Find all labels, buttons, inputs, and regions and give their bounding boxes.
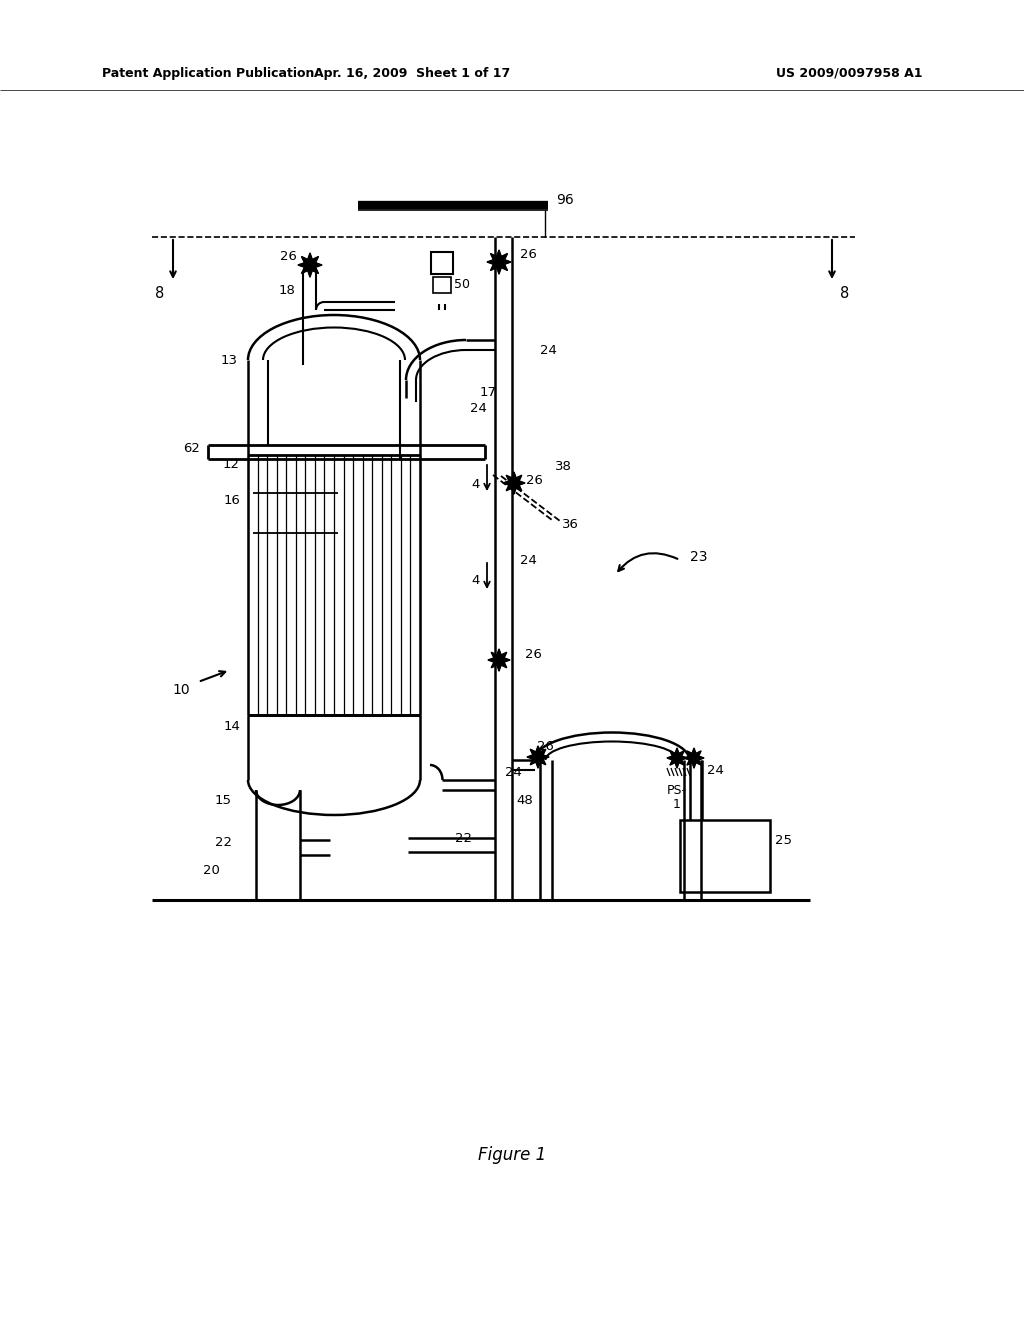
Text: 22: 22 (215, 836, 232, 849)
Text: 24: 24 (540, 343, 557, 356)
Text: PS-: PS- (667, 784, 687, 796)
Text: 24: 24 (707, 763, 724, 776)
Text: Patent Application Publication: Patent Application Publication (102, 66, 314, 79)
Text: 10: 10 (172, 682, 190, 697)
Text: 26: 26 (526, 474, 543, 487)
Text: 23: 23 (690, 550, 708, 564)
Text: 24: 24 (520, 553, 537, 566)
Text: 38: 38 (555, 461, 571, 474)
Text: Apr. 16, 2009  Sheet 1 of 17: Apr. 16, 2009 Sheet 1 of 17 (314, 66, 510, 79)
Polygon shape (527, 746, 549, 768)
Bar (431, 252, 453, 275)
Text: 50: 50 (454, 277, 470, 290)
Text: 22: 22 (456, 832, 472, 845)
Polygon shape (503, 473, 525, 494)
Text: 13: 13 (221, 354, 238, 367)
Text: 20: 20 (203, 863, 220, 876)
Polygon shape (487, 249, 511, 275)
Text: 26: 26 (520, 248, 537, 261)
Text: 14: 14 (223, 721, 240, 734)
Polygon shape (488, 649, 510, 671)
Text: 24: 24 (505, 767, 522, 780)
Text: 24: 24 (470, 401, 486, 414)
Text: 16: 16 (223, 494, 240, 507)
Text: 1: 1 (673, 797, 681, 810)
Text: 12: 12 (223, 458, 240, 471)
Text: 26: 26 (525, 648, 542, 661)
Text: 48: 48 (517, 793, 534, 807)
Text: 18: 18 (279, 285, 295, 297)
Text: 17: 17 (480, 387, 497, 400)
Text: 62: 62 (183, 441, 200, 454)
Text: 26: 26 (281, 249, 297, 263)
Polygon shape (667, 748, 687, 768)
Text: 26: 26 (537, 741, 553, 754)
Text: Figure 1: Figure 1 (478, 1146, 546, 1164)
Text: 96: 96 (556, 193, 573, 207)
Text: US 2009/0097958 A1: US 2009/0097958 A1 (775, 66, 922, 79)
Polygon shape (298, 253, 322, 277)
Bar (433, 277, 451, 293)
Text: 8: 8 (156, 286, 165, 301)
Polygon shape (684, 748, 705, 768)
Text: 4: 4 (472, 479, 480, 491)
Text: 4: 4 (472, 573, 480, 586)
Text: 25: 25 (775, 833, 792, 846)
Text: 36: 36 (562, 517, 579, 531)
Text: 8: 8 (841, 286, 850, 301)
Bar (680, 820, 770, 892)
Text: 15: 15 (215, 793, 232, 807)
